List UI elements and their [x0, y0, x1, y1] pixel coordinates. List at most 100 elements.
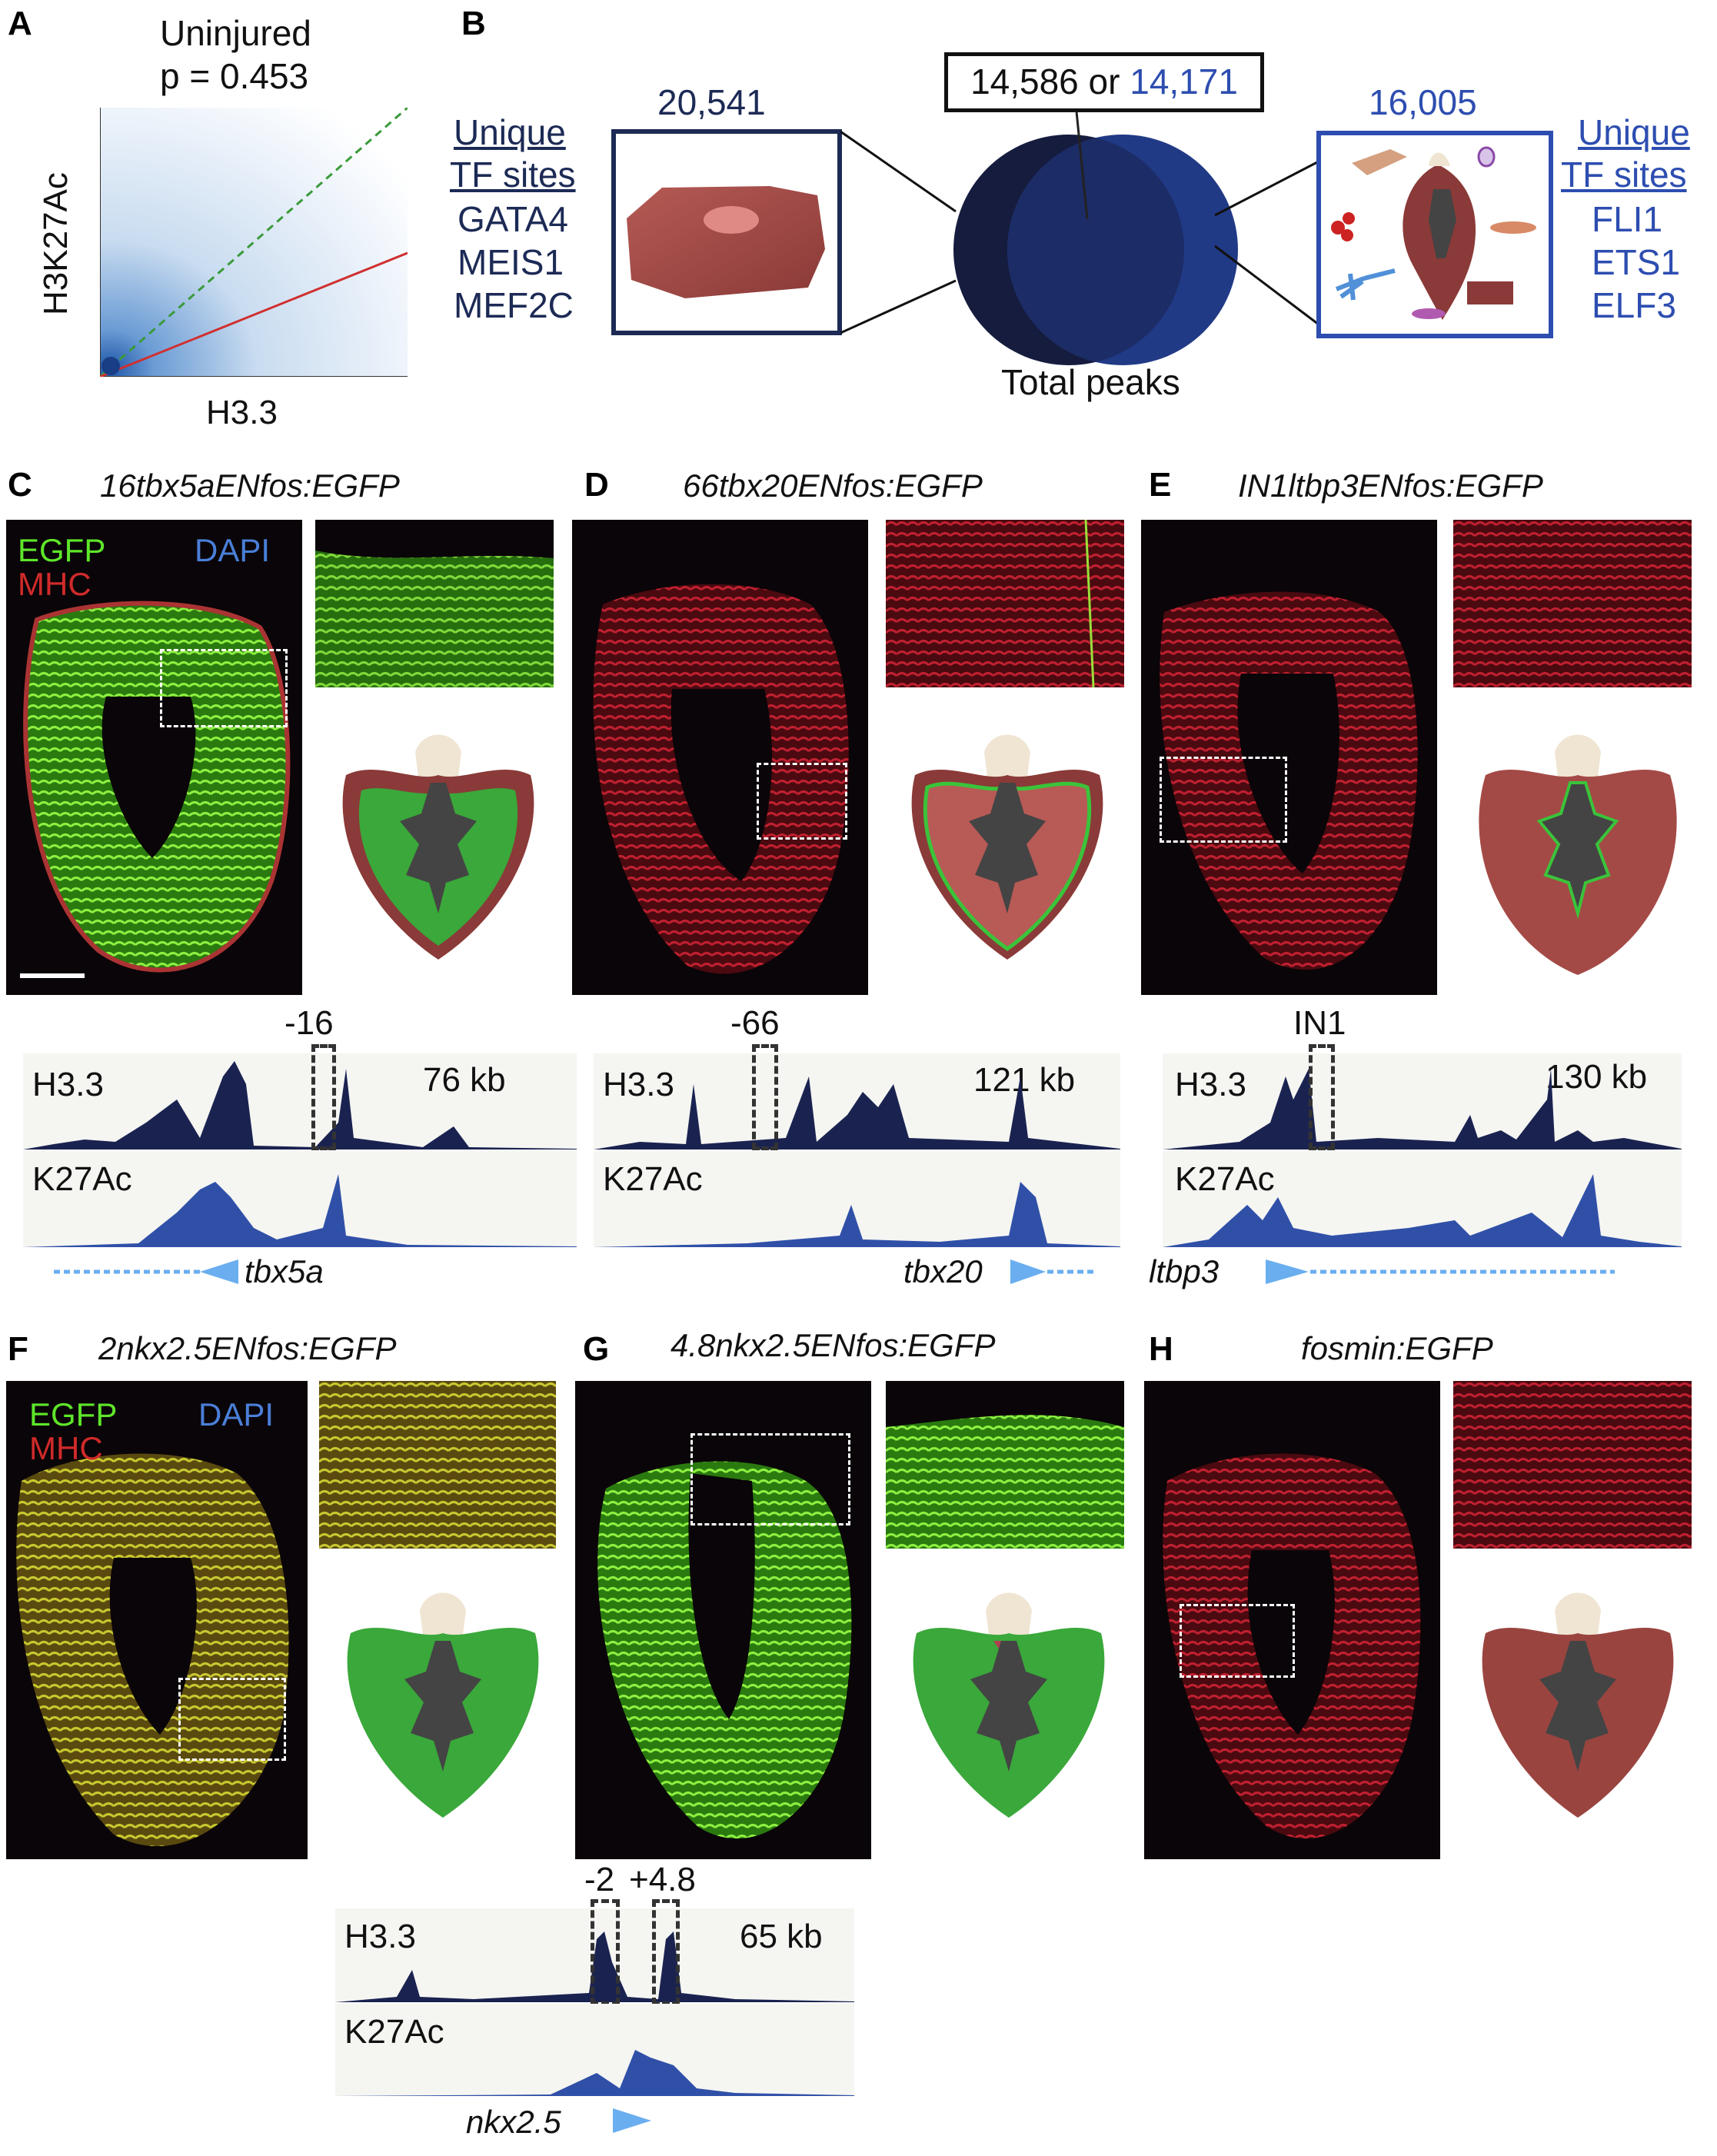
- k27ac-track: K27Ac: [594, 1151, 1120, 1247]
- heart-section-image: [572, 520, 868, 995]
- right-tf-item: ELF3: [1592, 285, 1676, 325]
- zoom-region-box: [160, 649, 288, 727]
- zoom-region-box: [690, 1433, 850, 1526]
- track-label-h33: H3.3: [344, 1918, 416, 1955]
- identity-line: [100, 108, 408, 377]
- k27ac-track: K27Ac: [1163, 1151, 1682, 1247]
- h33-track: H3.3 76 kb: [23, 1053, 577, 1150]
- left-count: 20,541: [657, 82, 766, 122]
- gene-arrow-tbx5a: [54, 1259, 238, 1284]
- zoom-inset-image: [319, 1381, 556, 1549]
- heart-schematic: [911, 734, 1103, 960]
- panel-d-title: 66tbx20ENfos:EGFP: [683, 467, 983, 504]
- total-peaks-label: Total peaks: [1001, 362, 1180, 402]
- gene-label: ltbp3: [1149, 1253, 1220, 1289]
- right-tf-item: ETS1: [1592, 242, 1681, 282]
- heart-section-image: EGFP DAPI MHC: [6, 520, 302, 995]
- enhancer-label-a: -2: [584, 1861, 615, 1898]
- overlap-count-b: 14,171: [1130, 62, 1238, 101]
- y-axis-label: H3K27Ac: [37, 172, 75, 315]
- zoom-region-box: [1160, 757, 1287, 843]
- dapi-label: DAPI: [195, 532, 271, 568]
- track-label-k27ac: K27Ac: [32, 1160, 132, 1198]
- enhancer-highlight-box: [311, 1044, 336, 1150]
- panel-e-title: IN1ltbp3ENfos:EGFP: [1238, 467, 1543, 504]
- cardiomyocyte-box: [611, 129, 842, 335]
- zoom-inset-image: [315, 520, 554, 687]
- enhancer-label: -66: [730, 1004, 780, 1042]
- k27ac-track: K27Ac: [335, 2004, 854, 2096]
- track-size: 76 kb: [423, 1061, 506, 1099]
- enhancer-label-b: +4.8: [629, 1861, 696, 1898]
- regression-line: [100, 251, 408, 377]
- overlap-count-box: 14,586 or 14,171: [944, 52, 1264, 112]
- left-tf-item: GATA4: [458, 199, 568, 239]
- scale-bar: [20, 973, 85, 978]
- dapi-label: DAPI: [198, 1396, 275, 1432]
- h33-track: H3.3 65 kb: [335, 1908, 854, 2002]
- chart-pvalue: p = 0.453: [160, 56, 309, 96]
- track-label-h33: H3.3: [603, 1066, 674, 1103]
- heart-schematic: [1479, 734, 1677, 975]
- panel-label-b: B: [461, 5, 486, 42]
- mhc-label: MHC: [29, 1430, 103, 1466]
- zoom-connector-left: [840, 130, 957, 334]
- zoom-region-box: [178, 1678, 286, 1761]
- panel-f-title: 2nkx2.5ENfos:EGFP: [98, 1330, 397, 1366]
- venn-diagram: [953, 111, 1238, 365]
- panel-label-d: D: [584, 466, 609, 504]
- heart-section-image: [1141, 520, 1437, 995]
- gene-label: tbx20: [903, 1253, 983, 1289]
- zoom-inset-image: [1453, 1381, 1692, 1549]
- heart-cells-box: [1316, 131, 1553, 338]
- overlap-or: or: [1078, 62, 1130, 101]
- panel-label-h: H: [1149, 1330, 1173, 1368]
- enhancer-highlight-box: [752, 1044, 778, 1150]
- panel-label-e: E: [1149, 466, 1172, 504]
- heart-schematic: [342, 734, 534, 960]
- gene-label: nkx2.5: [466, 2104, 561, 2140]
- track-label-h33: H3.3: [1175, 1066, 1246, 1103]
- left-list-head1: Unique: [454, 112, 566, 152]
- zoom-connector-right: [1214, 160, 1319, 326]
- left-tf-item: MEF2C: [454, 285, 574, 325]
- track-label-h33: H3.3: [32, 1066, 104, 1103]
- gene-arrow-nkx25: [613, 2108, 651, 2133]
- zoom-inset-image: [1453, 520, 1692, 687]
- heart-section-image: EGFP DAPI MHC: [6, 1381, 308, 1859]
- heart-schematic: [1482, 1592, 1674, 1818]
- panel-label-f: F: [8, 1330, 28, 1368]
- overlap-count-a: 14,586: [970, 62, 1079, 101]
- panel-label-a: A: [8, 5, 32, 42]
- track-size: 121 kb: [973, 1061, 1076, 1099]
- heart-cell-types-illustration: [1331, 146, 1536, 320]
- enhancer-highlight-box: [1309, 1044, 1335, 1150]
- h33-track: H3.3 121 kb: [594, 1053, 1120, 1150]
- panel-label-c: C: [8, 466, 32, 504]
- panel-c-title: 16tbx5aENfos:EGFP: [100, 467, 400, 504]
- gene-arrow-tbx20: [1010, 1259, 1096, 1284]
- panel-label-g: G: [583, 1330, 610, 1368]
- zoom-inset-image: [886, 520, 1124, 687]
- scatter-density-chart: [100, 108, 408, 377]
- left-list-head2: TF sites: [450, 155, 576, 195]
- track-size: 130 kb: [1546, 1058, 1648, 1096]
- egfp-label: EGFP: [29, 1396, 118, 1432]
- enhancer-highlight-box: [652, 1899, 680, 2005]
- zoom-region-box: [757, 763, 847, 840]
- track-label-k27ac: K27Ac: [1175, 1160, 1275, 1198]
- left-tf-item: MEIS1: [458, 242, 564, 282]
- right-list-head1: Unique: [1578, 112, 1690, 152]
- egfp-label: EGFP: [18, 532, 106, 568]
- k27ac-track: K27Ac: [23, 1151, 577, 1247]
- enhancer-label: -16: [285, 1004, 334, 1042]
- right-list-head2: TF sites: [1561, 155, 1687, 195]
- enhancer-highlight-box: [591, 1899, 620, 2005]
- x-axis-label: H3.3: [206, 394, 278, 431]
- panel-h-title: fosmin:EGFP: [1301, 1330, 1493, 1366]
- right-tf-item: FLI1: [1592, 199, 1663, 239]
- enhancer-label: IN1: [1293, 1004, 1346, 1042]
- heart-section-image: [1144, 1381, 1440, 1859]
- gene-arrow-ltbp3: [1266, 1259, 1615, 1284]
- right-count: 16,005: [1369, 82, 1477, 122]
